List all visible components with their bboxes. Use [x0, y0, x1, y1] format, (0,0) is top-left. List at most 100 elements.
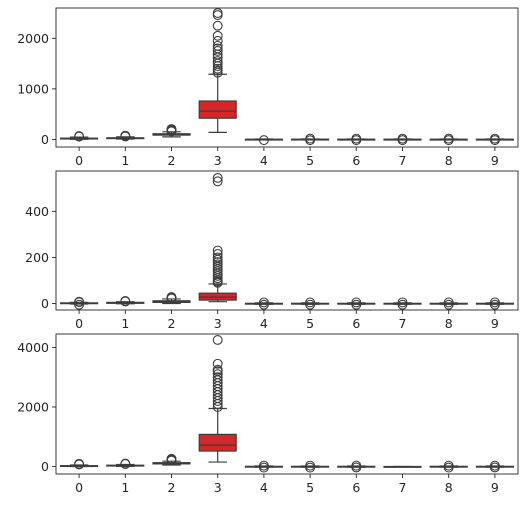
box-9	[475, 133, 514, 146]
axes-frame	[55, 170, 519, 311]
outlier-point	[489, 133, 500, 144]
outlier-point	[74, 296, 85, 307]
box-4	[244, 460, 283, 473]
outlier-point	[212, 56, 223, 67]
outlier-point	[166, 453, 177, 464]
outlier-point	[120, 296, 131, 306]
box-9	[475, 297, 514, 310]
outlier-point	[212, 172, 223, 183]
outlier-point	[120, 458, 131, 469]
box-0	[60, 458, 99, 470]
box-6	[337, 133, 376, 146]
outlier-point	[305, 297, 316, 308]
outlier-point	[351, 460, 362, 471]
y-tick-label: 0	[41, 459, 49, 474]
outlier-point	[212, 35, 223, 46]
subplot-2: 0 200 400 0 1 2 3 4 5 6 7 8 9	[25, 170, 519, 331]
x-tick-label: 7	[399, 316, 407, 331]
outlier-point	[212, 46, 223, 56]
x-tick-label: 9	[491, 153, 499, 168]
outlier-point	[397, 297, 408, 308]
outlier-point	[74, 299, 85, 310]
x-tick-label: 0	[75, 153, 83, 168]
box-5	[291, 133, 330, 146]
x-tick-label: 5	[306, 153, 314, 168]
y-tick-label: 0	[41, 132, 49, 147]
outlier-point	[258, 135, 269, 146]
x-tick-label: 3	[214, 316, 222, 331]
box-6	[337, 460, 376, 473]
x-tick-label: 9	[491, 316, 499, 331]
outlier-point	[212, 30, 223, 41]
outlier-point	[258, 299, 269, 310]
box-8	[429, 297, 468, 310]
box-body	[198, 100, 237, 119]
x-tick-label: 6	[352, 153, 360, 168]
outlier-point	[397, 299, 408, 310]
box-0	[60, 296, 99, 310]
outlier-point	[351, 297, 362, 308]
x-tick-label: 5	[306, 316, 314, 331]
x-tick-label: 6	[352, 480, 360, 495]
outlier-point	[212, 63, 223, 74]
y-tick-label: 1000	[17, 81, 49, 96]
box-4	[244, 297, 283, 310]
y-tick-label: 2000	[17, 31, 49, 46]
x-tick-label: 8	[445, 153, 453, 168]
y-tick-label: 200	[25, 250, 49, 265]
outlier-point	[305, 133, 316, 144]
x-tick-label: 1	[121, 480, 129, 495]
x-tick-label: 0	[75, 316, 83, 331]
subplot-1: 0 1000 2000 0 1 2 3 4 5 6 7 8 9	[17, 7, 519, 168]
outlier-point	[212, 358, 223, 369]
box-body	[198, 433, 237, 452]
box-1	[106, 296, 145, 307]
box-3	[198, 172, 237, 303]
box-9	[475, 460, 514, 473]
outlier-point	[212, 252, 223, 263]
x-tick-label: 6	[352, 316, 360, 331]
outlier-point	[351, 133, 362, 144]
box-5	[291, 297, 330, 310]
outlier-point	[212, 245, 223, 256]
outlier-point	[212, 43, 223, 54]
box-7	[383, 133, 422, 146]
y-tick-label: 4000	[17, 340, 49, 355]
axes-frame	[55, 7, 519, 148]
box-4	[244, 135, 283, 146]
outlier-point	[212, 257, 223, 268]
outlier-point	[212, 249, 223, 259]
outlier-point	[120, 130, 131, 141]
x-tick-label: 1	[121, 153, 129, 168]
subplot-3: 0 2000 4000 0 1 2 3 4 5 6 7 8 9	[17, 333, 519, 495]
x-tick-label: 2	[168, 480, 176, 495]
outlier-point	[74, 458, 85, 469]
outlier-point	[443, 299, 454, 310]
box-2	[152, 124, 191, 138]
box-1	[106, 130, 145, 142]
outlier-point	[212, 335, 223, 345]
x-tick-label: 1	[121, 316, 129, 331]
outlier-point	[351, 299, 362, 310]
x-tick-label: 8	[445, 316, 453, 331]
outlier-point	[212, 369, 223, 380]
outlier-point	[443, 460, 454, 471]
outlier-point	[443, 133, 454, 144]
outlier-point	[212, 372, 223, 383]
y-tick-label: 400	[25, 204, 49, 219]
outlier-point	[258, 460, 269, 471]
x-tick-label: 3	[214, 480, 222, 495]
outlier-point	[212, 259, 223, 270]
box-7	[383, 297, 422, 310]
box-2	[152, 292, 191, 305]
box-6	[337, 297, 376, 310]
outlier-point	[212, 364, 223, 375]
outlier-point	[166, 124, 177, 135]
box-3	[198, 8, 237, 133]
outlier-point	[397, 133, 408, 144]
outlier-point	[258, 297, 269, 308]
x-tick-label: 7	[399, 153, 407, 168]
x-tick-label: 8	[445, 480, 453, 495]
x-tick-label: 4	[260, 480, 268, 495]
